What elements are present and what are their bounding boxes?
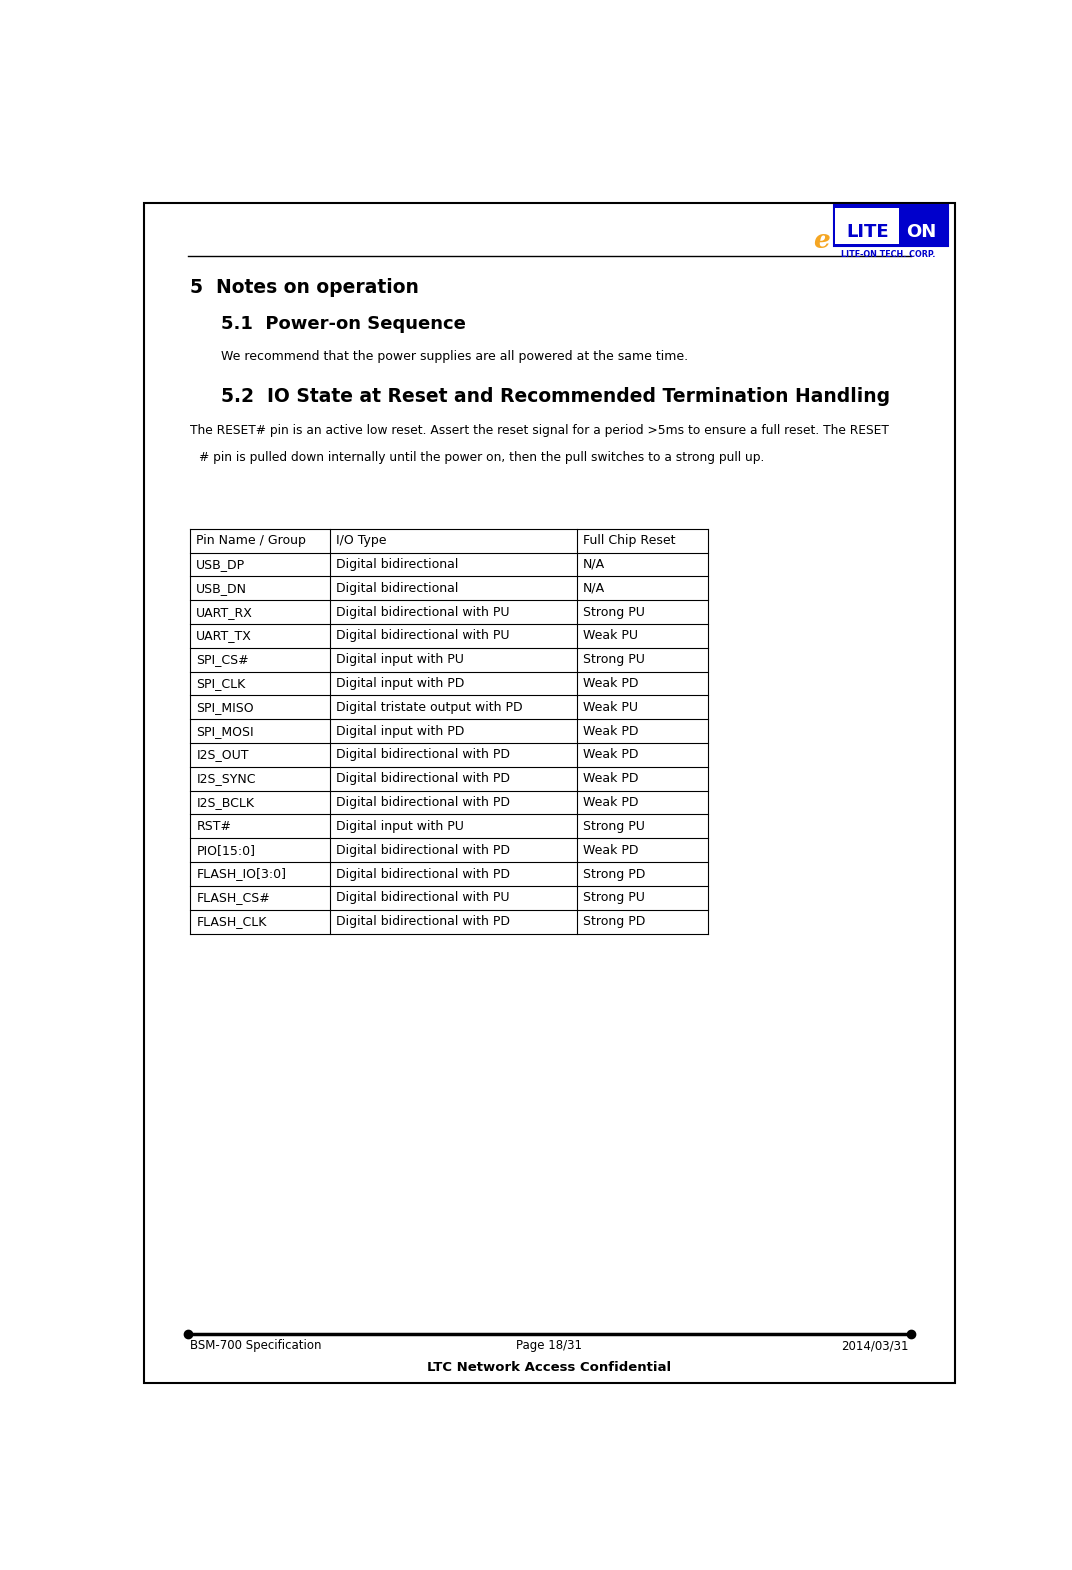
Text: SPI_MISO: SPI_MISO [196,700,254,714]
Text: Weak PD: Weak PD [583,725,638,738]
Text: BSM-700 Specification: BSM-700 Specification [191,1339,322,1352]
Text: USB_DP: USB_DP [196,557,245,571]
Text: FLASH_IO[3:0]: FLASH_IO[3:0] [196,868,286,881]
Text: The RESET# pin is an active low reset. Assert the reset signal for a period >5ms: The RESET# pin is an active low reset. A… [191,424,890,436]
Text: Weak PD: Weak PD [583,772,638,785]
Text: 5.2  IO State at Reset and Recommended Termination Handling: 5.2 IO State at Reset and Recommended Te… [221,386,891,405]
Text: PIO[15:0]: PIO[15:0] [196,843,255,857]
Text: USB_DN: USB_DN [196,582,248,595]
Text: Page 18/31: Page 18/31 [517,1339,582,1352]
Text: Digital bidirectional with PU: Digital bidirectional with PU [336,606,509,619]
Text: Strong PU: Strong PU [583,820,644,834]
Text: Digital bidirectional with PD: Digital bidirectional with PD [336,843,510,857]
Text: Weak PD: Weak PD [583,677,638,689]
Text: I2S_OUT: I2S_OUT [196,749,249,761]
Text: Digital tristate output with PD: Digital tristate output with PD [336,700,522,714]
Text: I2S_SYNC: I2S_SYNC [196,772,256,785]
Text: SPI_CLK: SPI_CLK [196,677,245,689]
Text: LTC Network Access Confidential: LTC Network Access Confidential [428,1361,671,1374]
Text: UART_RX: UART_RX [196,606,253,619]
Text: RST#: RST# [196,820,232,834]
Text: LITE: LITE [846,223,889,242]
Text: ON: ON [907,223,937,242]
Text: Digital input with PU: Digital input with PU [336,820,464,834]
Text: Digital bidirectional with PD: Digital bidirectional with PD [336,796,510,809]
Bar [834,206,948,246]
Text: Digital bidirectional with PD: Digital bidirectional with PD [336,915,510,928]
Text: Strong PU: Strong PU [583,606,644,619]
Text: Strong PD: Strong PD [583,868,645,881]
Text: Digital bidirectional: Digital bidirectional [336,582,458,595]
Text: FLASH_CS#: FLASH_CS# [196,892,270,904]
Text: Digital bidirectional: Digital bidirectional [336,557,458,571]
Text: Pin Name / Group: Pin Name / Group [196,534,307,546]
Text: UART_TX: UART_TX [196,630,252,642]
Text: FLASH_CLK: FLASH_CLK [196,915,267,928]
Text: Strong PU: Strong PU [583,892,644,904]
Text: Weak PD: Weak PD [583,749,638,761]
Bar [835,207,899,243]
Text: Weak PD: Weak PD [583,796,638,809]
Text: Digital input with PD: Digital input with PD [336,677,464,689]
Text: We recommend that the power supplies are all powered at the same time.: We recommend that the power supplies are… [221,350,688,363]
Text: Strong PU: Strong PU [583,653,644,666]
Text: Digital bidirectional with PD: Digital bidirectional with PD [336,772,510,785]
Text: Digital bidirectional with PD: Digital bidirectional with PD [336,749,510,761]
Text: SPI_CS#: SPI_CS# [196,653,249,666]
Text: Weak PU: Weak PU [583,630,638,642]
Text: N/A: N/A [583,557,605,571]
Text: # pin is pulled down internally until the power on, then the pull switches to a : # pin is pulled down internally until th… [198,451,764,463]
Text: 2014/03/31: 2014/03/31 [840,1339,908,1352]
Text: N/A: N/A [583,582,605,595]
Text: Full Chip Reset: Full Chip Reset [583,534,675,546]
Text: Digital bidirectional with PU: Digital bidirectional with PU [336,630,509,642]
Text: Weak PD: Weak PD [583,843,638,857]
Text: Digital input with PU: Digital input with PU [336,653,464,666]
Text: I/O Type: I/O Type [336,534,386,546]
Text: Digital bidirectional with PD: Digital bidirectional with PD [336,868,510,881]
Text: 5  Notes on operation: 5 Notes on operation [191,278,419,297]
Text: e: e [813,228,830,253]
Text: Digital input with PD: Digital input with PD [336,725,464,738]
Text: Weak PU: Weak PU [583,700,638,714]
Text: Strong PD: Strong PD [583,915,645,928]
Text: I2S_BCLK: I2S_BCLK [196,796,254,809]
Text: LITE-ON TECH. CORP.: LITE-ON TECH. CORP. [842,250,936,259]
Text: SPI_MOSI: SPI_MOSI [196,725,254,738]
Text: 5.1  Power-on Sequence: 5.1 Power-on Sequence [221,316,466,333]
Text: Digital bidirectional with PU: Digital bidirectional with PU [336,892,509,904]
